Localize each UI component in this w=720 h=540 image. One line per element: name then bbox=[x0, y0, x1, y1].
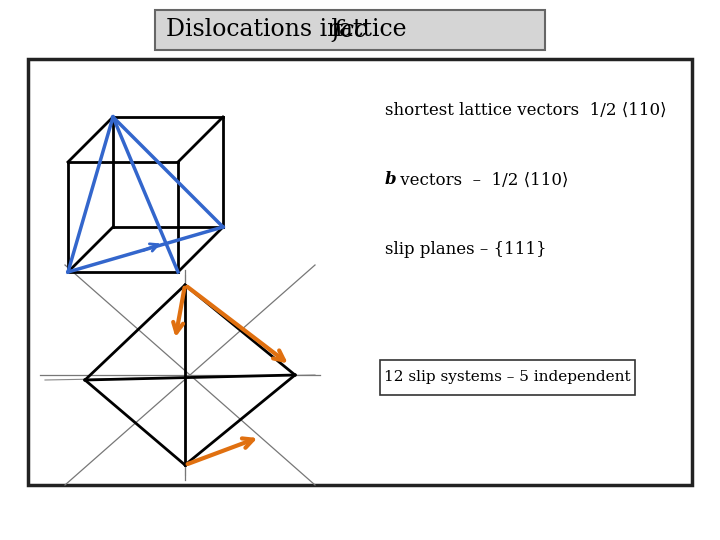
Text: 12 slip systems – 5 independent: 12 slip systems – 5 independent bbox=[384, 370, 631, 384]
Text: b: b bbox=[385, 172, 397, 188]
Text: lattice: lattice bbox=[294, 18, 406, 42]
Text: shortest lattice vectors  1/2 ⟨110⟩: shortest lattice vectors 1/2 ⟨110⟩ bbox=[385, 102, 667, 118]
Text: vectors  –  1/2 ⟨110⟩: vectors – 1/2 ⟨110⟩ bbox=[395, 172, 569, 188]
Bar bbox=[380, 360, 635, 395]
Bar bbox=[28, 59, 692, 485]
Text: slip planes – {111}: slip planes – {111} bbox=[385, 241, 546, 259]
Text: fcc: fcc bbox=[333, 18, 368, 42]
Text: Dislocations in: Dislocations in bbox=[166, 18, 350, 42]
Bar bbox=[155, 10, 545, 50]
